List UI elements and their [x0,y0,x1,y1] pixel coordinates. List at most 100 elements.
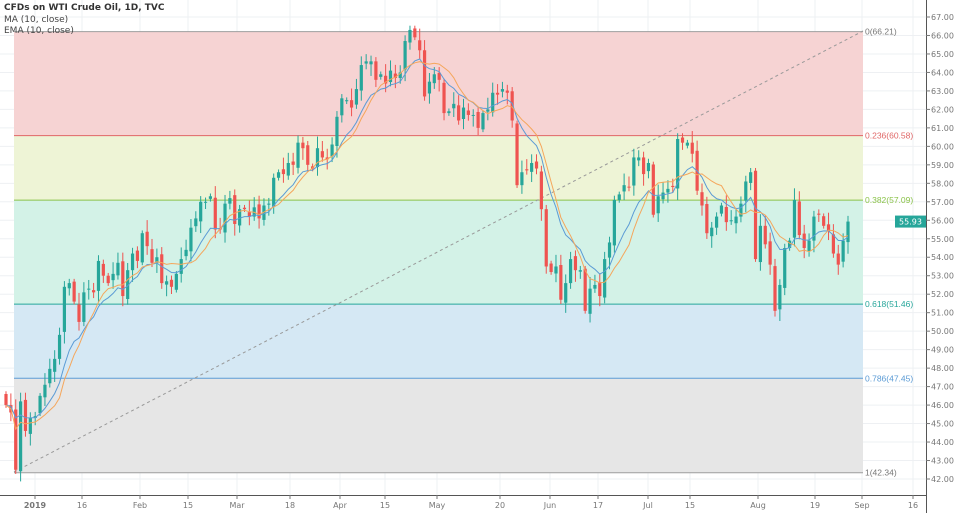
candle [753,167,758,262]
candle-body [203,201,208,203]
candle [700,183,704,216]
y-tick-label: 44.00 [931,438,954,447]
candle-body [14,409,18,470]
candle [831,224,835,258]
candle-body [281,169,286,175]
fibonacci-retracement[interactable]: 0(66.21) 0.236(60.58) 0.382(57.09) 0.618(51… [14,27,913,478]
y-tick-label: 59.00 [931,161,954,170]
y-tick-label: 52.00 [931,290,954,299]
candle-body [165,281,169,285]
candle [281,157,286,183]
candle-body [87,288,91,290]
candle-body [28,418,32,434]
candle-body [768,241,772,265]
candle [57,327,62,365]
candle-body [67,283,71,289]
candle-body [199,201,203,222]
candle-body [179,259,183,274]
y-tick-label: 58.00 [931,179,954,188]
candle [174,271,178,293]
y-tick-label: 51.00 [931,309,954,318]
ma-legend[interactable]: MA (10, close) [4,14,69,25]
candle [486,97,490,121]
candle-body [208,196,213,199]
candle [797,191,801,240]
candle [656,184,660,222]
candle [534,154,539,175]
x-tick-label: Jun [543,501,557,510]
candle [354,78,359,109]
candle-body [607,242,612,258]
candle-body [520,172,524,186]
candle-body [471,114,475,116]
candle-body [680,137,685,143]
candle [787,237,792,251]
y-tick-label: 43.00 [931,457,954,466]
candle-body [393,73,397,78]
current-price-label: 55.93 [895,215,926,228]
candle [627,176,631,192]
candle [306,141,310,173]
x-tick-label: 15 [380,501,390,510]
candle-body [710,227,714,237]
candle-body [72,281,76,302]
candle [671,178,675,193]
candle-body [77,304,81,322]
fib-zone [14,378,863,473]
price-axis[interactable]: 42.00 43.00 44.00 45.00 46.00 47.00 48.00 49.00… [926,0,954,513]
candle [203,197,208,210]
candle-body [184,249,188,257]
candle [637,150,641,167]
candle [374,57,378,88]
x-tick-label: 15 [685,501,695,510]
x-tick-label: 18 [285,501,295,510]
candle-body [126,270,130,300]
candle-body [539,171,543,210]
candle [116,252,120,280]
candle-body [301,142,305,149]
candle-body [38,395,42,414]
candle-body [588,288,592,314]
candle-body [461,107,466,120]
candle [724,195,728,231]
candle-body [646,162,651,172]
fib-zone [14,304,863,379]
candle-body [145,231,149,247]
ema-legend[interactable]: EMA (10, close) [4,26,74,36]
candle-body [661,192,665,200]
time-axis[interactable]: 2019 16 Feb 15 Mar 18 Apr 15 May 20 Jun 17 Jul 15 Aug 1… [0,495,926,510]
candle-body [408,29,412,43]
candle [676,133,680,201]
candle-body [729,220,733,222]
candle [807,233,811,257]
candle-body [238,209,242,226]
candle-body [335,116,339,146]
candle [661,182,665,204]
candle-body [257,204,261,219]
candle [67,278,71,296]
candle [359,56,363,101]
candle-body [744,181,748,201]
candle-body [841,240,845,262]
x-tick-label: Jul [642,501,653,510]
candle-body [111,273,115,281]
candle-body [457,105,461,121]
candle-body [379,74,383,77]
candle [291,152,295,176]
candle-body [807,240,811,251]
candle [364,54,368,70]
candle-body [57,334,62,359]
candle [500,81,505,98]
chart-legend[interactable]: CFDs on WTI Crude Oil, 1D, TVC MA (10, c… [4,3,164,38]
candle-body [262,205,266,220]
candle [23,392,28,437]
candle [228,190,232,210]
candle-body [82,292,86,322]
candle-body [155,257,159,263]
candle-body [349,100,354,108]
candle-body [758,225,762,263]
candle [515,120,519,188]
candle [544,204,548,274]
candle [568,251,573,289]
